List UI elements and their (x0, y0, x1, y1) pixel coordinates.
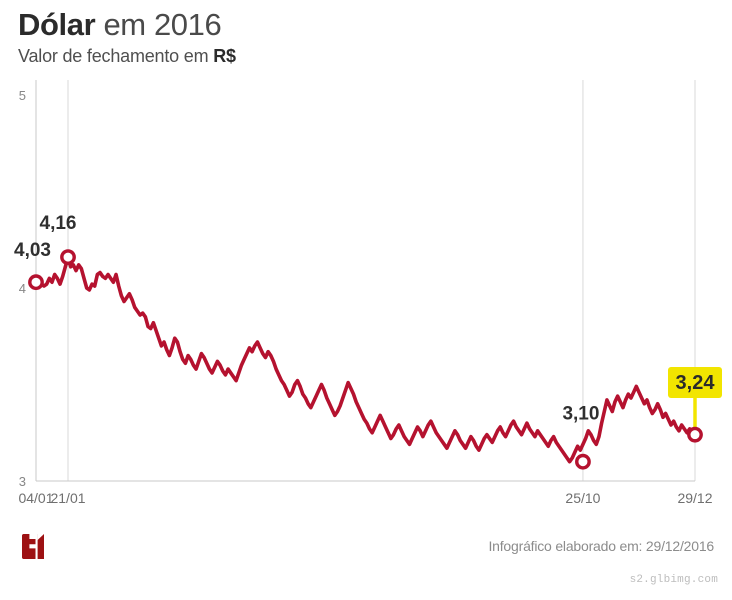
subtitle-currency: R$ (213, 46, 236, 66)
data-series-group (34, 255, 697, 464)
data-marker-4-16[interactable] (60, 249, 76, 266)
series-line-dolar (34, 255, 697, 464)
title-rest: em 2016 (95, 7, 222, 42)
credit-line: Infográfico elaborado em: 29/12/2016 (488, 538, 714, 554)
y-tick-4: 4 (19, 281, 26, 296)
x-tick-25-10: 25/10 (565, 490, 600, 506)
y-tick-3: 3 (19, 474, 26, 489)
header: Dólar em 2016 Valor de fechamento em R$ (18, 8, 718, 67)
page-subtitle: Valor de fechamento em R$ (18, 45, 718, 67)
y-axis-ticks: 5 4 3 (19, 88, 26, 489)
callout-group: 3,24 (668, 367, 722, 435)
data-labels-group: 4,03 4,16 3,10 (14, 213, 599, 425)
subtitle-text: Valor de fechamento em (18, 46, 214, 66)
point-label-4-03: 4,03 (14, 240, 51, 261)
title-strong: Dólar (18, 7, 96, 42)
point-label-3-10: 3,10 (562, 404, 599, 425)
footer: G1 Infográfico elaborado em: 29/12/2016 … (0, 524, 732, 600)
x-tick-21-01: 21/01 (50, 490, 85, 506)
g1-logo[interactable]: G1 (22, 534, 54, 559)
watermark: s2.glbimg.com (629, 574, 718, 586)
y-tick-5: 5 (19, 88, 26, 103)
x-tick-29-12: 29/12 (677, 490, 712, 506)
data-marker-4-03[interactable] (28, 274, 44, 291)
chart-area: 5 4 3 04/01 21/01 25/10 29/12 3,24 4,03 4,16 3,… (0, 80, 732, 510)
callout-label-3-24: 3,24 (676, 372, 716, 394)
data-markers-group (28, 249, 703, 470)
data-marker-3-10[interactable] (575, 453, 591, 470)
point-label-4-16: 4,16 (40, 213, 77, 234)
x-tick-04-01: 04/01 (18, 490, 53, 506)
data-marker-3-24[interactable] (687, 426, 703, 443)
callout-box (668, 367, 722, 398)
page-title: Dólar em 2016 (18, 8, 718, 42)
